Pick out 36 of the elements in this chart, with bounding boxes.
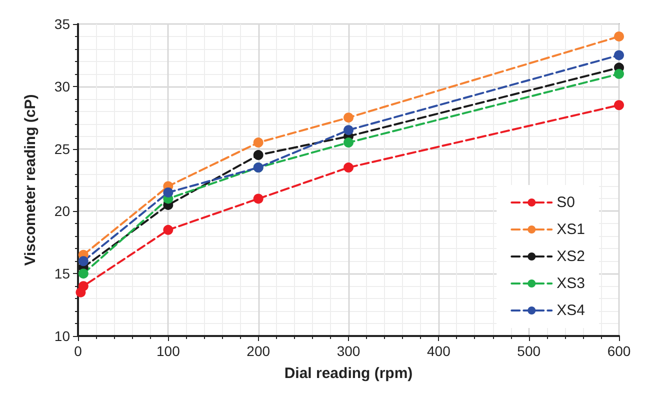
point [78, 281, 88, 292]
x-tick-label: 200 [246, 343, 270, 359]
x-tick-label: 600 [607, 343, 631, 359]
legend-label: S0 [556, 194, 576, 211]
point [344, 112, 354, 123]
x-tick-label: 500 [517, 343, 541, 359]
point [614, 100, 624, 110]
y-tick-label: 20 [54, 203, 70, 220]
legend-label: XS4 [556, 302, 586, 319]
legend-label: XS3 [556, 275, 586, 292]
y-tick-label: 25 [54, 140, 70, 157]
y-tick-label: 15 [54, 266, 70, 282]
legend-label: XS1 [556, 221, 586, 238]
legend-label: XS2 [556, 248, 586, 265]
y-tick-label: 35 [54, 16, 70, 32]
y-axis-title: Viscometer reading (cP) [22, 94, 39, 266]
point [163, 187, 174, 198]
x-tick-label: 0 [74, 343, 82, 359]
point [78, 256, 88, 266]
point [253, 150, 264, 160]
y-tick-label: 30 [54, 78, 70, 94]
x-tick-label: 300 [336, 343, 360, 359]
point [614, 68, 624, 79]
point [344, 162, 354, 173]
x-tick-label: 100 [156, 343, 180, 359]
point [614, 50, 624, 60]
point [253, 138, 264, 148]
x-tick-label: 400 [426, 343, 451, 359]
point [78, 268, 88, 279]
point [614, 31, 624, 42]
point [253, 194, 264, 204]
point [163, 224, 174, 235]
point [344, 125, 354, 136]
x-axis-title: Dial reading (rpm) [284, 365, 413, 382]
point [344, 138, 354, 148]
y-tick-label: 10 [54, 328, 70, 344]
